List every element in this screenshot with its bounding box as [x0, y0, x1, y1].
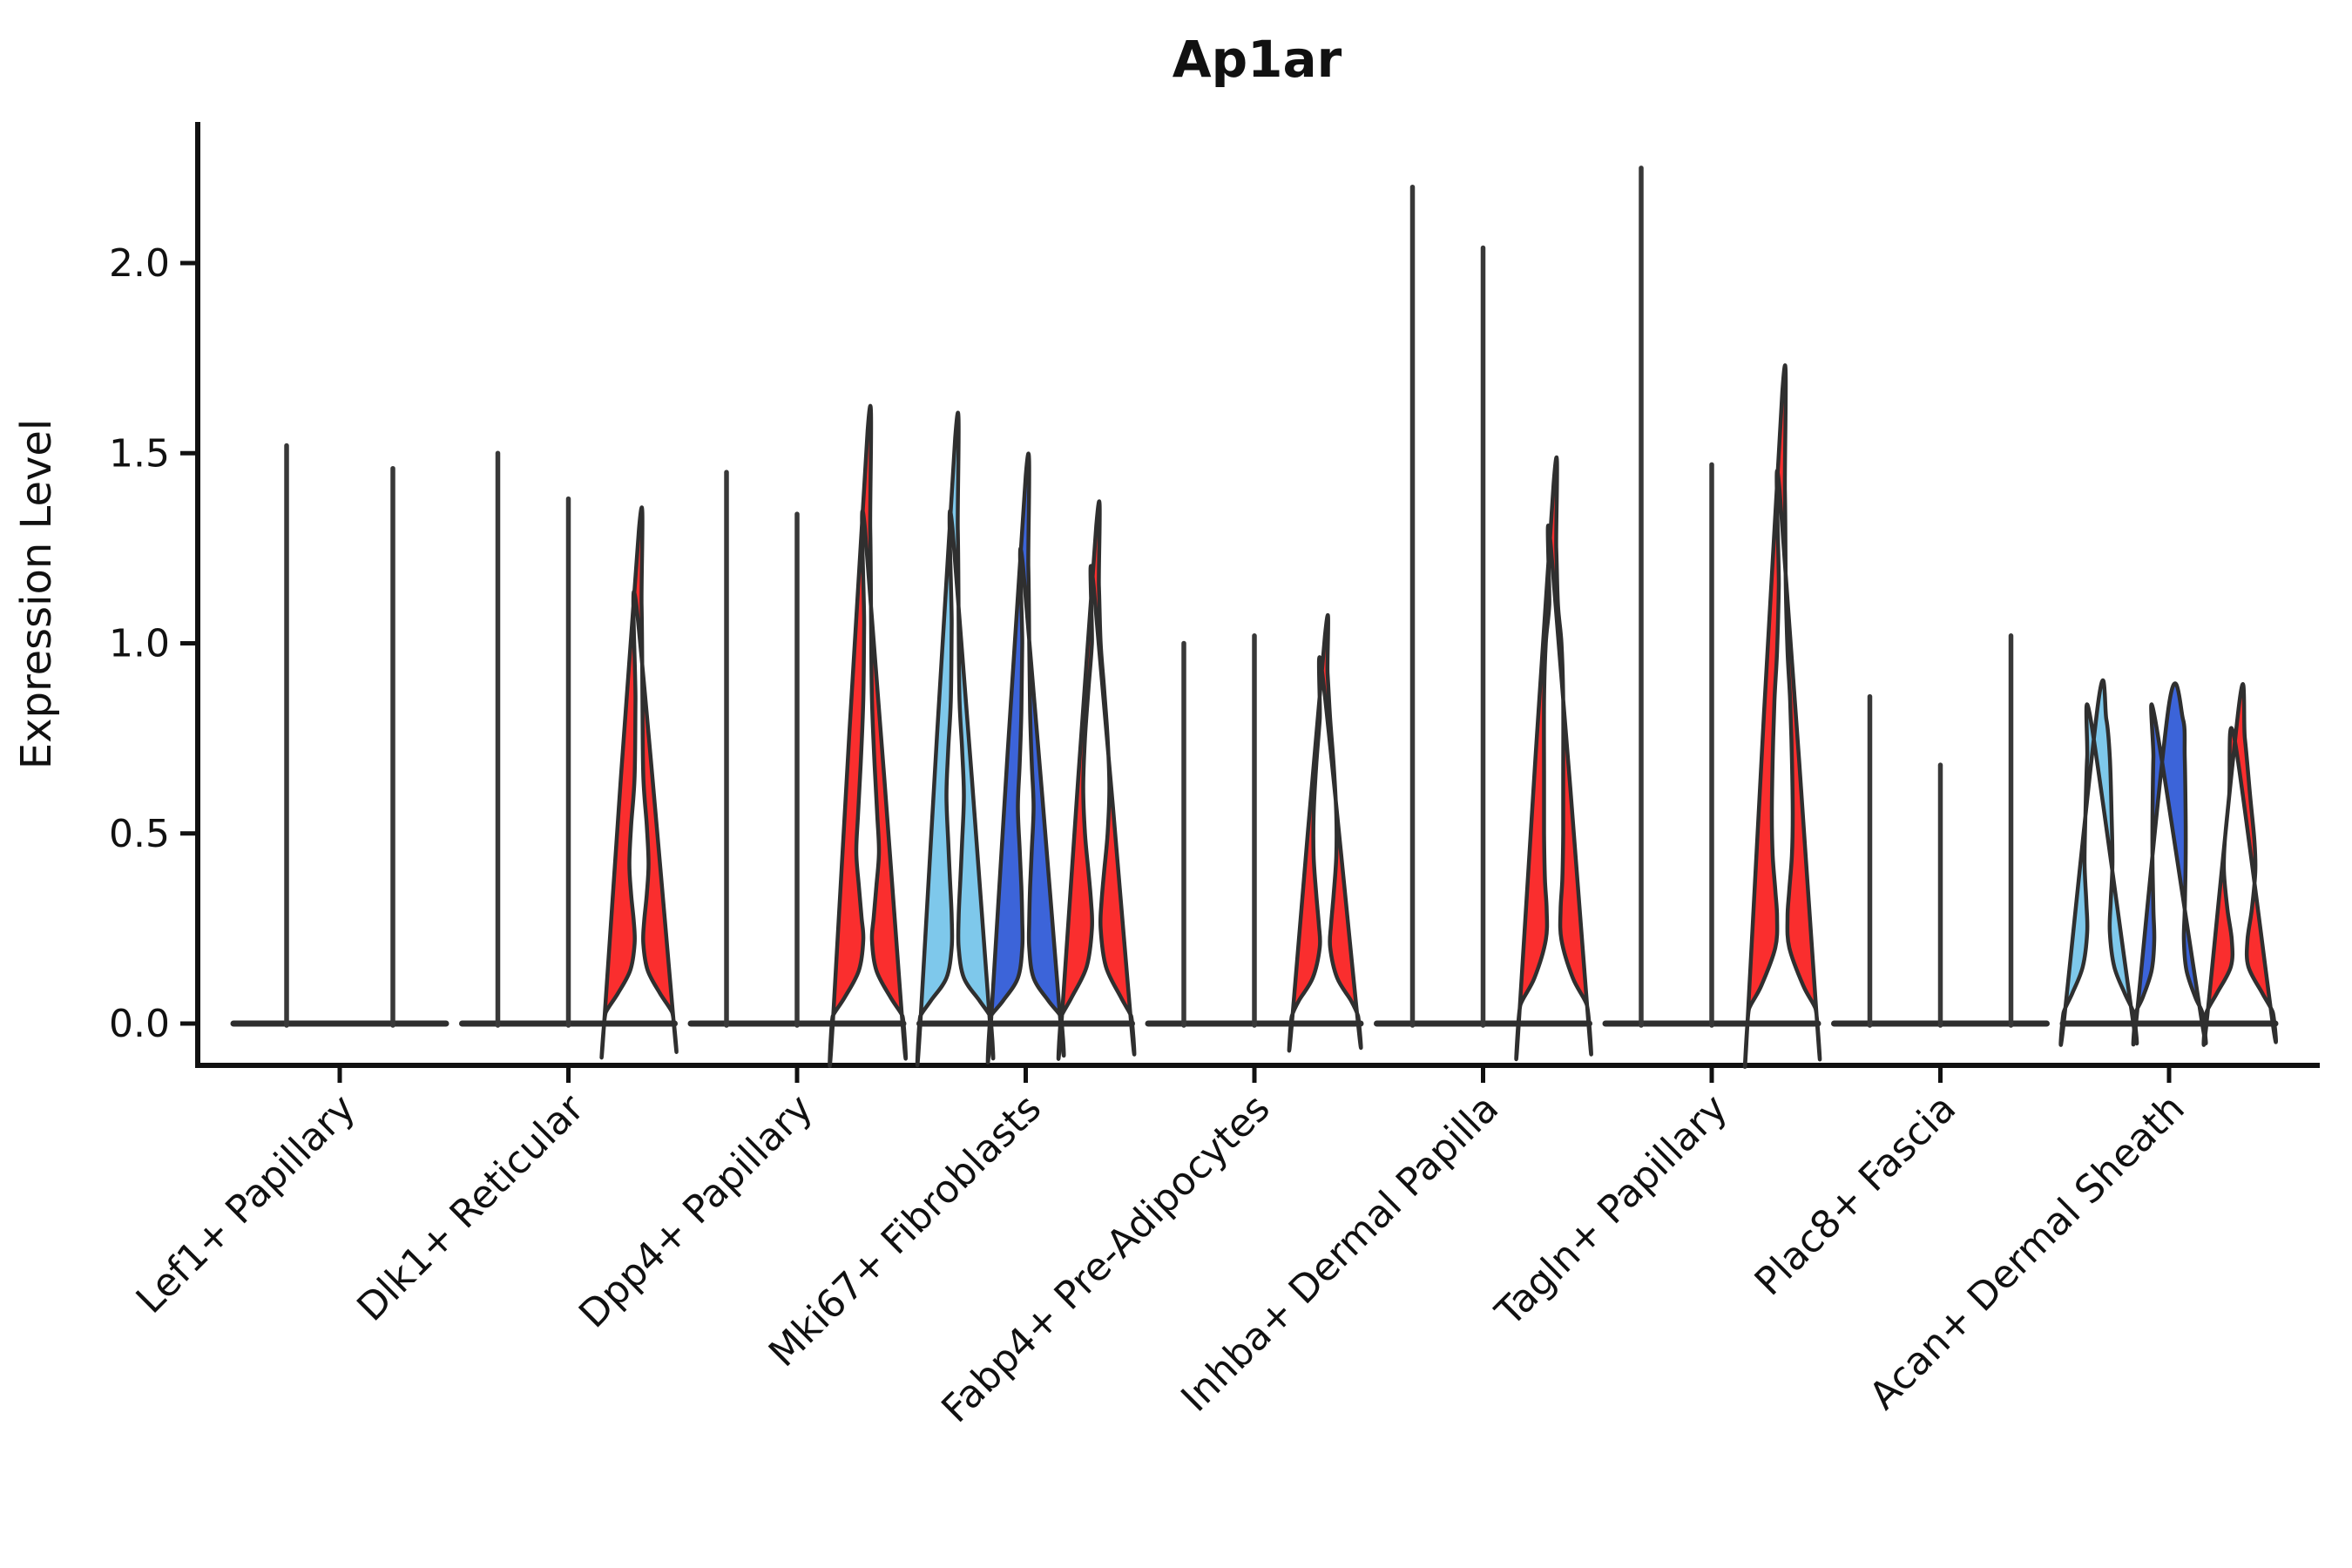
violin-body-red [2201, 682, 2278, 1047]
x-tick-label: Dpp4+ Papillary [571, 1086, 821, 1337]
violin-body-red [1056, 499, 1137, 1061]
violin-group-4 [915, 410, 1137, 1068]
violin-body-dark_blue [2131, 681, 2208, 1047]
x-tick-label: Plac8+ Fascia [1747, 1086, 1965, 1305]
violin-layer [230, 166, 2279, 1069]
violin-group-6 [1374, 184, 1593, 1061]
violin-body-red [1514, 455, 1593, 1061]
violin-body-red [828, 403, 909, 1068]
violin-body-dark_blue [985, 451, 1066, 1064]
violin-group-7 [1602, 166, 1822, 1069]
violin-group-2 [459, 450, 679, 1060]
y-tick-label: 1.5 [109, 431, 170, 476]
violin-group-9 [2058, 679, 2279, 1047]
violin-body-red [1742, 363, 1822, 1069]
chart-title: Ap1ar [1173, 30, 1342, 89]
violin-body-light_blue [2058, 679, 2139, 1047]
x-tick-label: Dlk1+ Reticular [348, 1085, 593, 1330]
violin-group-3 [687, 403, 909, 1068]
y-tick-label: 2.0 [109, 241, 170, 286]
violin-group-8 [1831, 633, 2050, 1028]
text-layer: Ap1ar Expression Level 0.0 0.5 1.0 1.5 2.0 Le… [12, 30, 2193, 1431]
y-tick-label: 0.5 [109, 812, 170, 856]
y-tick-label: 1.0 [109, 622, 170, 666]
x-tick-label: Tagln+ Papillary [1487, 1086, 1736, 1335]
violin-group-5 [1145, 613, 1364, 1053]
axes-layer [180, 122, 2320, 1083]
violin-body-light_blue [915, 410, 996, 1068]
x-tick-label: Lef1+ Papillary [128, 1086, 364, 1322]
violin-group-1 [230, 443, 449, 1028]
y-axis-label: Expression Level [12, 419, 61, 770]
violin-body-red [1287, 613, 1363, 1053]
violin-body-red [599, 505, 679, 1060]
y-tick-label: 0.0 [109, 1002, 170, 1046]
